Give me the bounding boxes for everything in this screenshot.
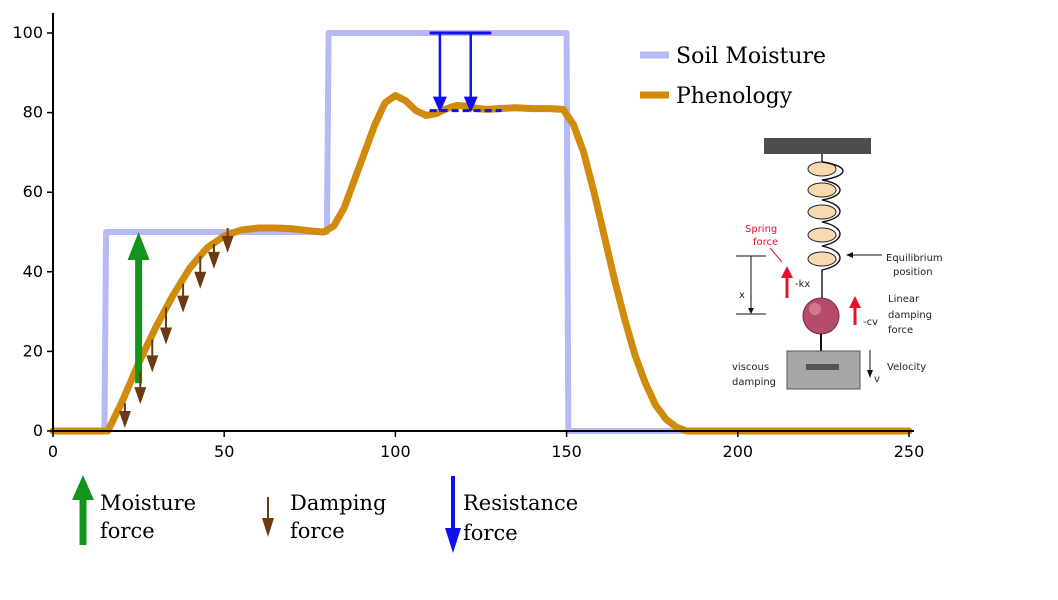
mass-ball (802, 297, 840, 335)
y-tick-label: 80 (23, 103, 43, 122)
legend: Soil Moisture Phenology (640, 44, 826, 109)
ceiling-bar (764, 138, 871, 154)
resistance-force-key: Resistance force (445, 476, 578, 553)
axes: 0 20 40 60 80 100 0 50 100 150 200 250 (12, 13, 924, 461)
resistance-key-line1: Resistance (463, 491, 578, 515)
force-key: Moisture force Damping force Resistance … (72, 475, 578, 553)
damping-key-line2: force (290, 519, 345, 543)
spring-coil-5 (807, 251, 837, 267)
linear-damping-label-3: force (888, 325, 913, 336)
y-tick-label: 40 (23, 262, 43, 281)
damping-force-arrow-head (194, 271, 207, 289)
x-tick-label: 250 (894, 442, 925, 461)
plot-area (49, 30, 913, 435)
damping-key-arrow-head (262, 518, 274, 537)
v-label: v (874, 374, 880, 385)
spring-coil-4 (807, 227, 837, 243)
legend-entry-label: Phenology (676, 84, 793, 109)
y-tick-label: 20 (23, 341, 43, 360)
x-ruler-arrow-head (748, 308, 754, 314)
spring-damper-inset: Spring force -kx Equilibrium position x … (732, 138, 943, 390)
kx-arrow-head (781, 266, 793, 278)
x-tick-label: 0 (48, 442, 58, 461)
y-tick-label: 0 (33, 421, 43, 440)
kx-label: -kx (795, 279, 810, 290)
moisture-force-arrow-head (127, 232, 150, 260)
damping-force-arrow-head (159, 327, 172, 345)
x-label: x (739, 290, 745, 301)
damping-force-arrow-head (146, 355, 159, 373)
damping-key-line1: Damping (290, 491, 386, 515)
velocity-arrow-head (867, 370, 873, 378)
series-line-soil-moisture (50, 30, 912, 434)
spring-helix (821, 161, 844, 298)
resistance-key-line2: force (463, 521, 518, 545)
x-tick-label: 150 (551, 442, 582, 461)
x-tick-label: 50 (214, 442, 234, 461)
damping-force-arrow-head (207, 251, 220, 269)
moisture-key-line2: force (100, 519, 155, 543)
y-tick-label: 60 (23, 182, 43, 201)
linear-damping-label-1: Linear (888, 294, 920, 305)
equilibrium-arrow-head (846, 252, 853, 258)
damping-force-arrow-head (134, 387, 147, 405)
mass-ball-highlight (809, 303, 821, 315)
linear-damping-label-2: damping (888, 310, 932, 321)
moisture-key-line1: Moisture (100, 491, 196, 515)
equilibrium-label-1: Equilibrium (886, 253, 943, 264)
resistance-key-arrow-head (445, 528, 461, 553)
viscous-damping-label-1: viscous (732, 362, 769, 373)
velocity-label: Velocity (887, 362, 926, 373)
resistance-force-arrow-head (432, 96, 447, 113)
legend-entry-label: Soil Moisture (676, 44, 826, 69)
resistance-force-arrow-head (463, 96, 478, 113)
spring-force-label-2: force (753, 237, 778, 248)
spring-force-pointer (769, 247, 783, 263)
spring-coil-3 (807, 204, 837, 220)
spring-coils (807, 161, 844, 298)
moisture-force-key: Moisture force (72, 475, 196, 545)
damping-force-arrow-head (118, 411, 131, 429)
damper-piston (806, 364, 839, 370)
damping-force-arrow-head (221, 235, 234, 253)
x-tick-label: 200 (723, 442, 754, 461)
y-tick-label: 100 (12, 23, 43, 42)
x-tick-label: 100 (380, 442, 411, 461)
viscous-damping-label-2: damping (732, 377, 776, 388)
cv-arrow-head (849, 296, 861, 308)
moisture-key-arrow-head (72, 475, 94, 500)
spring-coil-2 (807, 182, 837, 198)
spring-force-label-1: Spring (745, 224, 777, 235)
damping-force-arrow-head (177, 295, 190, 313)
cv-label: -cv (863, 317, 878, 328)
equilibrium-label-2: position (893, 267, 933, 278)
damping-force-key: Damping force (262, 491, 386, 543)
